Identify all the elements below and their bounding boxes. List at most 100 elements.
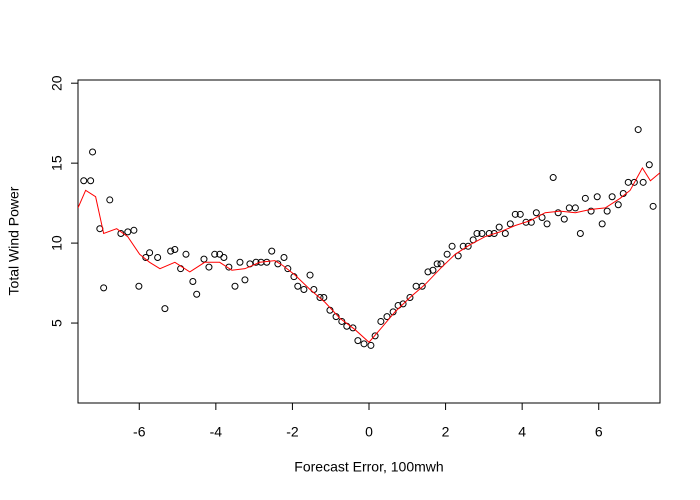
point — [263, 258, 271, 266]
point — [220, 253, 228, 261]
point — [576, 230, 584, 238]
point — [506, 220, 514, 228]
y-tick-label: 15 — [49, 155, 65, 171]
point — [485, 230, 493, 238]
point — [161, 305, 169, 313]
x-tick-label: 2 — [442, 424, 450, 440]
point — [448, 242, 456, 250]
point — [300, 285, 308, 293]
point — [306, 271, 314, 279]
point — [565, 204, 573, 212]
point — [593, 193, 601, 201]
point — [522, 218, 530, 226]
point — [490, 230, 498, 238]
x-tick-label: 4 — [518, 424, 526, 440]
point — [437, 260, 445, 268]
point — [87, 177, 95, 185]
point — [349, 324, 357, 332]
point — [527, 218, 535, 226]
point — [211, 250, 219, 258]
point — [587, 207, 595, 215]
point — [80, 177, 88, 185]
x-tick-label: -4 — [210, 424, 223, 440]
x-tick-label: -6 — [133, 424, 146, 440]
point — [639, 178, 647, 186]
point — [424, 268, 432, 276]
point — [177, 265, 185, 273]
point — [554, 209, 562, 217]
y-axis-label: Total Wind Power — [6, 186, 22, 295]
point — [603, 207, 611, 215]
point — [182, 250, 190, 258]
point — [429, 266, 437, 274]
point — [443, 250, 451, 258]
point — [543, 220, 551, 228]
smooth-line — [78, 166, 660, 343]
plot-frame — [77, 79, 661, 404]
point — [167, 247, 175, 255]
point — [406, 293, 414, 301]
point — [532, 209, 540, 217]
point — [200, 255, 208, 263]
point — [464, 242, 472, 250]
point — [284, 265, 292, 273]
y-tick-label: 5 — [49, 319, 65, 327]
point — [294, 282, 302, 290]
point — [354, 337, 362, 345]
point — [399, 300, 407, 308]
y-tick-label: 10 — [49, 235, 65, 251]
point — [511, 210, 519, 218]
point — [189, 277, 197, 285]
point — [225, 263, 233, 271]
point — [205, 263, 213, 271]
point — [100, 284, 108, 292]
point — [549, 174, 557, 182]
point — [581, 194, 589, 202]
point — [236, 258, 244, 266]
point — [608, 193, 616, 201]
point — [106, 196, 114, 204]
x-tick-label: -2 — [286, 424, 299, 440]
point — [645, 161, 653, 169]
point — [268, 247, 276, 255]
point — [634, 126, 642, 134]
point — [146, 249, 154, 257]
point — [135, 282, 143, 290]
point — [231, 282, 239, 290]
point — [193, 290, 201, 298]
point — [412, 282, 420, 290]
point — [649, 202, 657, 210]
x-axis-label: Forecast Error, 100mwh — [294, 459, 443, 475]
point — [377, 317, 385, 325]
point — [383, 313, 391, 321]
point — [598, 220, 606, 228]
point — [142, 253, 150, 261]
point — [280, 253, 288, 261]
point — [478, 230, 486, 238]
point — [343, 322, 351, 330]
point — [241, 276, 249, 284]
point — [473, 230, 481, 238]
point — [89, 148, 97, 156]
point — [418, 282, 426, 290]
point — [320, 293, 328, 301]
x-tick-label: 0 — [365, 424, 373, 440]
point — [171, 245, 179, 253]
point — [560, 215, 568, 223]
point — [130, 226, 138, 234]
point — [433, 260, 441, 268]
point — [630, 178, 638, 186]
point — [124, 228, 132, 236]
point — [154, 253, 162, 261]
point — [360, 340, 368, 348]
point — [367, 341, 375, 349]
point — [624, 178, 632, 186]
point — [495, 223, 503, 231]
x-tick-label: 6 — [595, 424, 603, 440]
point — [501, 230, 509, 238]
point — [571, 204, 579, 212]
point — [614, 201, 622, 209]
y-tick-label: 20 — [49, 75, 65, 91]
point — [516, 210, 524, 218]
